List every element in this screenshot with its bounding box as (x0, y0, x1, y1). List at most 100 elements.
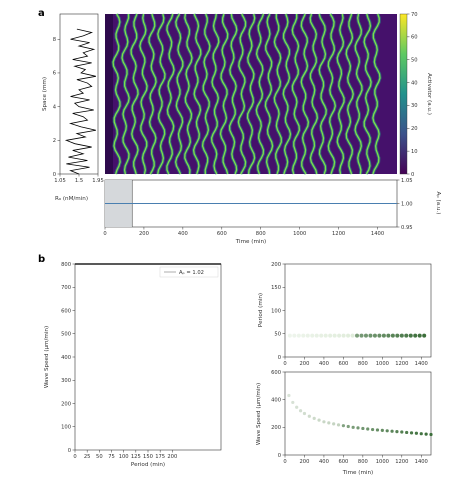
speed-tick-label: 500 (61, 332, 71, 338)
speed-point (424, 432, 428, 436)
wave-front (112, 13, 121, 175)
speed-time-x-label: Time (min) (342, 470, 373, 476)
colorbar-ticks: 0 10 20 30 40 50 60 70 (407, 12, 418, 178)
colorbar-gradient (399, 13, 408, 175)
speed-point (312, 416, 316, 420)
period-point (310, 333, 315, 338)
period-point (337, 333, 342, 338)
speed-tick-label: 200 (61, 401, 71, 407)
space-axis-ticks: 0 2 4 6 8 (53, 37, 60, 178)
period-points (287, 333, 427, 338)
panel-label-b: b (38, 254, 45, 265)
period-time-tick-label: 1200 (395, 361, 408, 367)
speed-point (390, 429, 394, 433)
space-axis-label: Space (mm) (42, 77, 48, 111)
speed-time-y-tick-label: 400 (271, 397, 281, 403)
speed-point (405, 430, 409, 435)
speed-point (351, 425, 355, 429)
ap-time-tick-label: 1400 (371, 231, 384, 237)
speed-time-x-ticks: 0 200 400 600 800 1000 1200 1400 (283, 455, 428, 465)
period-point (408, 333, 413, 338)
ra-label: Rₐ (nM/min) (55, 196, 88, 202)
period-point (417, 333, 422, 338)
ap-tick-label: 1.00 (401, 201, 413, 207)
period-y-tick-label: 50 (274, 332, 281, 338)
legend: Aₚ = 1.02 (159, 266, 219, 278)
period-tick-label: 175 (155, 454, 165, 460)
period-point (287, 333, 292, 338)
speed-point (317, 418, 321, 422)
wave-front (166, 13, 175, 175)
kymograph-start-band (105, 14, 113, 174)
speed-point (385, 429, 389, 433)
period-time-tick-label: 200 (300, 361, 310, 367)
speed-point (414, 431, 418, 435)
period-y-ticks: 0 50 100 150 200 (271, 262, 285, 361)
profile-tick-label: 1.05 (54, 178, 66, 184)
speed-tick-label: 100 (61, 425, 71, 431)
speed-time-tick-label: 0 (283, 459, 286, 465)
speed-point (332, 422, 336, 426)
speed-time-tick-label: 800 (358, 459, 368, 465)
period-y-tick-label: 0 (278, 355, 281, 361)
wave-front (273, 13, 282, 175)
wave-front (300, 13, 310, 175)
colorbar-tick-label: 0 (411, 172, 414, 178)
wave-front (175, 13, 184, 175)
profile-tick-label: 1.95 (92, 178, 104, 184)
period-tick-label: 125 (131, 454, 141, 460)
speed-time-tick-label: 1000 (376, 459, 389, 465)
ap-time-x-ticks: 0 200 400 600 800 1000 1200 1400 (103, 227, 384, 237)
space-profile-plot: 0 2 4 6 8 1.05 1.5 1.95 Space (mm) (42, 13, 104, 184)
speed-point (307, 414, 311, 418)
period-point (404, 333, 409, 338)
ap-time-plot: 0 200 400 600 800 1000 1200 1400 1.05 1.00 0.95 T… (55, 178, 441, 245)
ap-time-tick-label: 200 (139, 231, 149, 237)
period-point (305, 333, 310, 338)
period-time-tick-label: 0 (283, 361, 286, 367)
period-time-tick-label: 400 (319, 361, 329, 367)
space-tick-label: 2 (53, 138, 56, 144)
period-point (390, 333, 395, 338)
colorbar-tick-label: 10 (411, 149, 418, 155)
wave-front (228, 13, 238, 175)
speed-point (322, 420, 326, 424)
wave-front (184, 13, 193, 175)
speed-tick-label: 600 (61, 308, 71, 314)
speed-time-y-label: Wave Speed (µm/min) (256, 383, 262, 445)
period-tick-label: 100 (119, 454, 129, 460)
ap-tick-label: 0.95 (401, 225, 413, 231)
period-tick-label: 0 (73, 454, 76, 460)
speed-tick-label: 400 (61, 355, 71, 361)
ap-time-tick-label: 800 (256, 231, 266, 237)
wave-front (121, 13, 130, 175)
legend-label: Aₚ = 1.02 (179, 270, 204, 276)
speed-time-tick-label: 1400 (415, 459, 428, 465)
period-time-tick-label: 1000 (376, 361, 389, 367)
period-point (413, 333, 418, 338)
wave-front (363, 13, 372, 175)
period-tick-label: 200 (167, 454, 177, 460)
period-y-tick-label: 200 (271, 262, 281, 268)
speed-points (287, 393, 433, 437)
period-point (377, 333, 382, 338)
panel-label-a: a (38, 8, 45, 19)
wave-speed-axis-label: Wave Speed (µm/min) (44, 326, 50, 388)
wave-front (139, 13, 148, 175)
wave-front (318, 13, 327, 175)
profile-x-ticks: 1.05 1.5 1.95 (54, 174, 104, 184)
speed-point (361, 426, 365, 431)
speed-point (375, 428, 380, 432)
colorbar-label: Activator (a.u.) (426, 73, 432, 115)
speed-time-y-tick-label: 200 (271, 425, 281, 431)
period-point (319, 333, 324, 338)
speed-point (336, 423, 341, 427)
period-time-tick-label: 800 (358, 361, 368, 367)
space-tick-label: 4 (53, 104, 57, 110)
speed-tick-label: 800 (61, 262, 71, 268)
speed-point (341, 424, 345, 428)
speed-point (291, 400, 295, 405)
period-tick-label: 75 (108, 454, 115, 460)
space-tick-label: 0 (53, 172, 56, 178)
period-point (292, 333, 297, 338)
